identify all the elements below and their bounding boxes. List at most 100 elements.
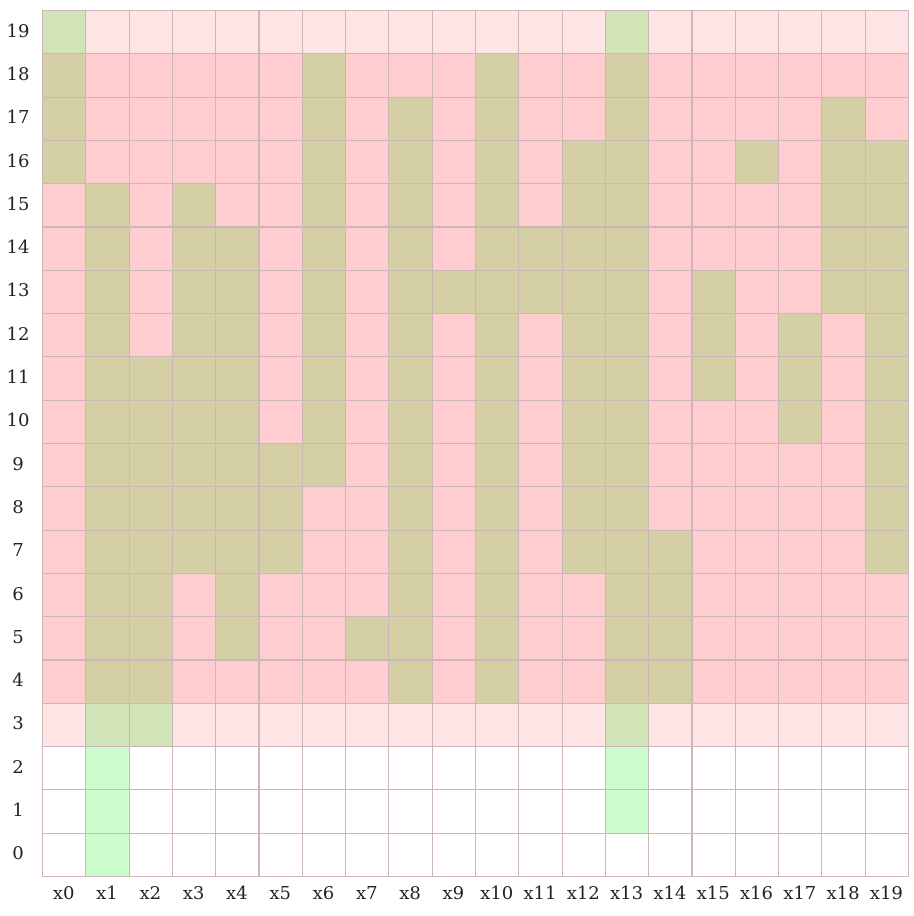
grid-cell [778,10,823,55]
grid-cell [431,572,476,618]
row-label: 0 [12,843,24,865]
grid-cell [258,529,303,574]
grid-cell [171,53,217,98]
grid-cell [648,789,693,834]
grid-cell [431,269,476,315]
grid-cell [388,313,433,358]
grid-cell [561,529,606,574]
grid-cell [301,96,347,141]
grid-cell [42,183,87,228]
grid-cell [85,659,130,704]
grid-cell [475,96,520,141]
grid-cell [431,746,476,791]
grid-cell [388,399,433,444]
grid-cell [821,659,866,704]
grid-cell [128,702,173,748]
grid-cell [85,53,130,98]
grid-cell [561,702,606,748]
grid-cell [518,226,563,271]
grid-cell [648,616,693,661]
grid-cell [518,789,563,834]
grid-cell [561,53,606,98]
occupancy-grid [42,10,909,877]
grid-cell [561,572,606,618]
grid-cell [128,443,173,488]
grid-cell [85,313,130,358]
grid-cell [734,356,780,401]
grid-cell [388,10,433,55]
grid-cell [778,399,823,444]
column-label: x10 [480,883,514,904]
grid-cell [215,10,260,55]
column-label: x7 [355,883,378,904]
grid-cell [691,53,736,98]
grid-cell [864,789,909,834]
grid-cell [604,702,650,748]
grid-cell [215,616,260,661]
grid-cell [604,183,650,228]
grid-cell [604,399,650,444]
grid-cell [258,10,303,55]
grid-cell [258,789,303,834]
grid-cell [734,183,780,228]
grid-cell [85,443,130,488]
grid-cell [388,529,433,574]
grid-cell [128,356,173,401]
column-label: x12 [566,883,600,904]
grid-cell [215,572,260,618]
grid-cell [301,443,347,488]
grid-cell [778,53,823,98]
grid-cell [345,616,390,661]
grid-cell [778,746,823,791]
grid-cell [345,659,390,704]
grid-cell [128,53,173,98]
grid-cell [475,746,520,791]
grid-cell [42,443,87,488]
row-label: 5 [12,626,24,648]
grid-cell [691,10,736,55]
row-label: 10 [6,410,30,432]
row-label: 3 [12,713,24,735]
grid-cell [561,226,606,271]
grid-cell [345,53,390,98]
grid-cell [215,399,260,444]
grid-cell [604,53,650,98]
grid-cell [475,10,520,55]
grid-cell [128,183,173,228]
grid-cell [648,356,693,401]
grid-cell [431,313,476,358]
grid-cell [258,53,303,98]
grid-cell [864,486,909,531]
grid-cell [258,746,303,791]
grid-cell [42,226,87,271]
grid-cell [171,139,217,185]
grid-cell [171,486,217,531]
grid-cell [691,789,736,834]
grid-cell [864,269,909,315]
grid-cell [648,443,693,488]
grid-cell [604,616,650,661]
grid-cell [42,659,87,704]
grid-cell [475,702,520,748]
grid-cell [128,746,173,791]
grid-cell [864,529,909,574]
grid-cell [734,746,780,791]
grid-cell [345,226,390,271]
grid-cell [301,269,347,315]
grid-cell [215,529,260,574]
row-label: 18 [6,63,30,85]
grid-cell [215,269,260,315]
grid-cell [42,529,87,574]
grid-cell [388,486,433,531]
grid-cell [215,53,260,98]
grid-cell [561,10,606,55]
grid-cell [85,226,130,271]
grid-cell [778,572,823,618]
grid-cell [258,702,303,748]
row-label: 4 [12,670,24,692]
grid-cell [431,183,476,228]
grid-cell [734,702,780,748]
grid-cell [734,96,780,141]
column-label: x5 [269,883,291,904]
grid-cell [734,10,780,55]
